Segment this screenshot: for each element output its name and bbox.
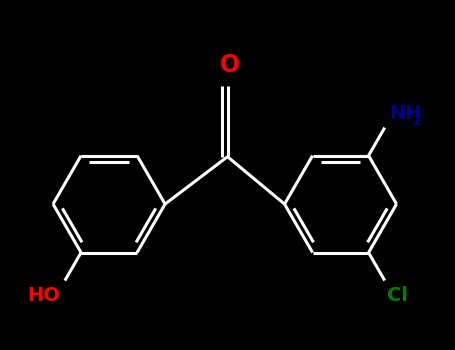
Text: NH: NH <box>389 104 421 123</box>
Text: O: O <box>220 53 240 77</box>
Text: HO: HO <box>28 286 61 305</box>
Text: 2: 2 <box>413 114 422 128</box>
Text: Cl: Cl <box>387 286 408 305</box>
